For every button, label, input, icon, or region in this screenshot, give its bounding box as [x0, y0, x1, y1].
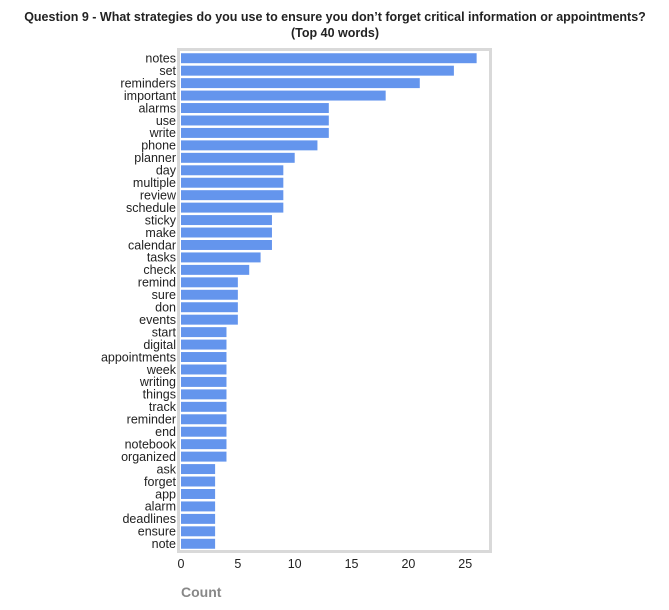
category-label-alarm: alarm: [145, 500, 176, 514]
bar-writing: [181, 376, 227, 387]
bar-schedule: [181, 202, 284, 213]
category-label-note: note: [152, 537, 176, 551]
chart-title: Question 9 - What strategies do you use …: [24, 10, 646, 24]
bar-appointments: [181, 352, 227, 362]
bar-end: [181, 426, 227, 437]
category-label-review: review: [140, 188, 177, 202]
bar-track: [181, 401, 227, 412]
bar-notes: [181, 53, 477, 64]
bar-sticky: [181, 215, 272, 226]
category-label-week: week: [146, 363, 177, 377]
category-label-sure: sure: [152, 288, 176, 302]
bar-use: [181, 115, 329, 126]
bar-deadlines: [181, 513, 216, 524]
category-label-deadlines: deadlines: [122, 512, 176, 526]
bar-events: [181, 314, 238, 325]
category-label-end: end: [155, 425, 176, 439]
bar-things: [181, 389, 227, 400]
category-label-reminder: reminder: [127, 413, 176, 427]
bar-ensure: [181, 526, 216, 537]
x-tick-label-5: 5: [234, 557, 241, 571]
category-label-events: events: [139, 313, 176, 327]
category-label-writing: writing: [139, 375, 176, 389]
bar-week: [181, 364, 227, 375]
category-label-remind: remind: [138, 276, 176, 290]
category-label-reminders: reminders: [120, 76, 176, 90]
category-label-calendar: calendar: [128, 238, 176, 252]
bar-tasks: [181, 252, 261, 263]
bar-app: [181, 489, 216, 499]
bar-remind: [181, 277, 238, 288]
bar-notebook: [181, 439, 227, 450]
bar-note: [181, 538, 216, 549]
bar-check: [181, 264, 250, 275]
category-label-phone: phone: [141, 139, 176, 153]
bar-alarms: [181, 103, 329, 114]
x-tick-label-10: 10: [288, 557, 302, 571]
category-label-start: start: [152, 325, 177, 339]
category-label-day: day: [156, 164, 177, 178]
category-label-don: don: [155, 301, 176, 315]
category-label-track: track: [149, 400, 177, 414]
x-tick-label-20: 20: [401, 557, 415, 571]
x-axis-label: Count: [181, 584, 222, 600]
bar-review: [181, 190, 284, 201]
bars-group: [181, 53, 477, 549]
category-label-planner: planner: [134, 151, 176, 165]
bar-day: [181, 165, 284, 176]
category-label-tasks: tasks: [147, 251, 176, 265]
category-label-make: make: [145, 226, 176, 240]
bar-ask: [181, 464, 216, 475]
bar-alarm: [181, 501, 216, 512]
category-label-forget: forget: [144, 475, 176, 489]
bar-make: [181, 227, 272, 238]
category-label-appointments: appointments: [101, 350, 176, 364]
x-tick-label-0: 0: [178, 557, 185, 571]
category-label-sticky: sticky: [145, 213, 177, 227]
chart-subtitle: (Top 40 words): [291, 26, 379, 40]
category-label-alarms: alarms: [138, 101, 176, 115]
category-label-important: important: [124, 89, 177, 103]
category-label-ask: ask: [157, 462, 177, 476]
category-label-app: app: [155, 487, 176, 501]
category-labels: notessetremindersimportantalarmsusewrite…: [101, 52, 177, 552]
bar-write: [181, 127, 329, 138]
category-label-write: write: [149, 126, 176, 140]
x-tick-label-25: 25: [458, 557, 472, 571]
x-axis-ticks: 0 5 10 15 20 25: [178, 557, 473, 571]
category-label-ensure: ensure: [138, 525, 176, 539]
bar-multiple: [181, 177, 284, 188]
bar-set: [181, 65, 454, 76]
category-label-check: check: [143, 263, 176, 277]
plot-frame: [177, 48, 492, 553]
bar-phone: [181, 140, 318, 151]
bar-forget: [181, 476, 216, 487]
bar-calendar: [181, 240, 272, 250]
bar-reminder: [181, 414, 227, 425]
category-label-multiple: multiple: [133, 176, 176, 190]
bar-digital: [181, 339, 227, 350]
bar-start: [181, 327, 227, 338]
category-label-schedule: schedule: [126, 201, 176, 215]
bar-important: [181, 90, 386, 101]
category-label-use: use: [156, 114, 176, 128]
category-label-digital: digital: [143, 338, 176, 352]
x-tick-label-15: 15: [345, 557, 359, 571]
bar-don: [181, 302, 238, 313]
bar-planner: [181, 152, 295, 163]
bar-reminders: [181, 78, 420, 89]
category-label-set: set: [159, 64, 176, 78]
category-label-notes: notes: [145, 52, 176, 66]
bar-organized: [181, 451, 227, 462]
category-label-things: things: [143, 388, 176, 402]
bar-sure: [181, 289, 238, 300]
category-label-organized: organized: [121, 450, 176, 464]
category-label-notebook: notebook: [125, 437, 177, 451]
